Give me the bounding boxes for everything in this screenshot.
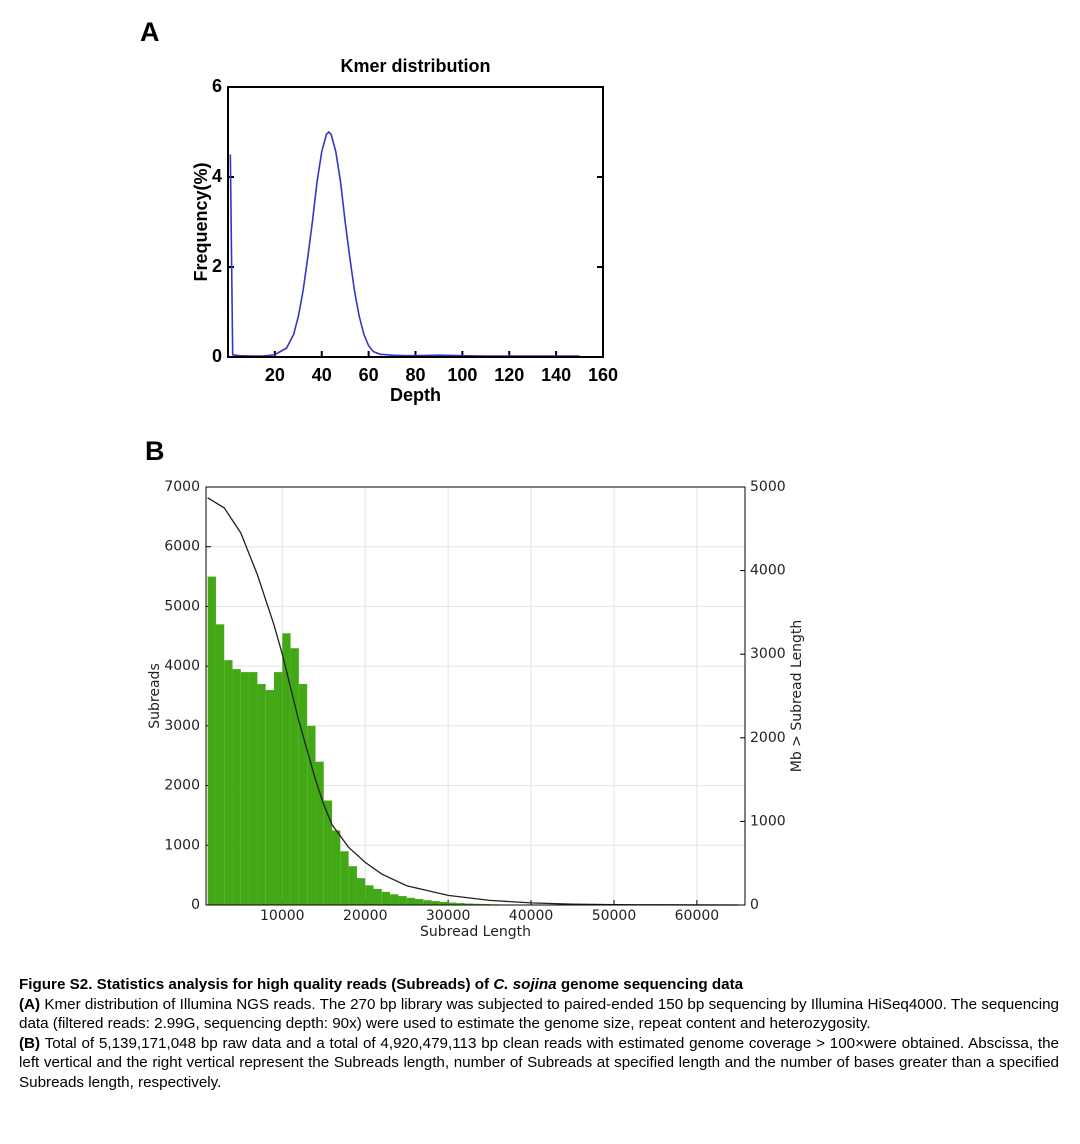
x-tick-label: 160 [588, 365, 618, 385]
panel-label: A [140, 17, 160, 47]
caption: Figure S2. Statistics analysis for high … [19, 975, 1059, 1092]
bar [340, 851, 349, 905]
species: C. sojina [493, 976, 557, 993]
y-tick-label: 2000 [164, 778, 200, 794]
data-line [207, 497, 739, 906]
x-tick-label: 60 [359, 365, 379, 385]
y-axis-label: Subreads [147, 663, 163, 728]
bar [249, 672, 258, 905]
y-tick-label: 6000 [164, 539, 200, 555]
caption-title-text: genome sequencing data [556, 976, 744, 993]
y2-tick-label: 1000 [750, 813, 786, 829]
bar [473, 903, 482, 905]
paragraph-label: (A) [19, 995, 41, 1013]
y-tick-label: 0 [212, 346, 222, 366]
caption-title: Figure S2. Statistics analysis for high … [19, 975, 1059, 995]
x-tick-label: 40 [312, 365, 332, 385]
paragraph-label: (B) [19, 1034, 41, 1052]
x-tick-label: 120 [494, 365, 524, 385]
y-tick-label: 3000 [164, 718, 200, 734]
bar [348, 866, 357, 905]
chart-title: Kmer distribution [340, 56, 490, 76]
bar [448, 902, 457, 905]
x-tick-label: 80 [405, 365, 425, 385]
bar [282, 633, 291, 905]
bar [390, 894, 399, 905]
bar [456, 903, 465, 905]
x-tick-label: 30000 [426, 908, 471, 924]
y-tick-label: 7000 [164, 479, 200, 495]
x-tick-label: 140 [541, 365, 571, 385]
y2-tick-label: 5000 [750, 479, 786, 495]
bar [365, 885, 374, 905]
plot-frame [227, 86, 604, 358]
data-line [229, 130, 580, 357]
x-tick-label: 20 [265, 365, 285, 385]
bar [398, 896, 407, 905]
bar [240, 672, 250, 905]
bar [332, 830, 341, 905]
bar [257, 684, 266, 905]
x-tick-label: 100 [447, 365, 477, 385]
caption-paragraph: (A) Kmer distribution of Illumina NGS re… [19, 995, 1059, 1034]
y2-tick-label: 0 [750, 897, 759, 913]
y2-axis-label: Mb > Subread Length [789, 620, 805, 773]
y-tick-label: 5000 [164, 598, 200, 614]
y2-tick-label: 3000 [750, 646, 786, 662]
bar [265, 690, 274, 905]
plot-frame [205, 486, 746, 906]
y2-tick-label: 4000 [750, 563, 786, 579]
y-tick-label: 0 [191, 897, 200, 913]
bar [381, 891, 391, 905]
paragraph-text: Total of 5,139,171,048 bp raw data and a… [19, 1034, 1059, 1091]
x-axis-label: Subread Length [420, 924, 531, 940]
y-tick-label: 1000 [164, 837, 200, 853]
y-tick-label: 4 [212, 166, 222, 186]
bar [215, 624, 225, 905]
bar [464, 903, 474, 905]
bar [439, 902, 449, 905]
x-tick-label: 50000 [592, 908, 637, 924]
x-axis-label: Depth [390, 385, 441, 405]
bar [373, 888, 382, 905]
panel-label: B [145, 436, 165, 466]
caption-title-text: Figure S2. Statistics analysis for high … [19, 976, 494, 993]
bar [232, 669, 241, 905]
bar [431, 901, 440, 905]
x-tick-label: 10000 [260, 908, 305, 924]
x-tick-label: 20000 [343, 908, 388, 924]
bar [298, 684, 308, 905]
bar [356, 878, 366, 905]
bar [414, 899, 424, 905]
bar [273, 672, 283, 905]
y-tick-label: 2 [212, 256, 222, 276]
paragraph-text: Kmer distribution of Illumina NGS reads.… [19, 995, 1059, 1033]
bar [406, 897, 415, 905]
x-tick-label: 40000 [509, 908, 554, 924]
y2-tick-label: 2000 [750, 730, 786, 746]
bar [423, 900, 432, 905]
x-tick-label: 60000 [675, 908, 720, 924]
caption-paragraph: (B) Total of 5,139,171,048 bp raw data a… [19, 1034, 1059, 1093]
bar [315, 761, 324, 905]
bar [323, 800, 333, 905]
bar [290, 648, 299, 905]
y-tick-label: 4000 [164, 658, 200, 674]
y-axis-label: Frequency(%) [191, 162, 211, 281]
y-tick-label: 6 [212, 76, 222, 96]
bar [207, 576, 216, 905]
bar [307, 725, 316, 905]
bar [224, 660, 233, 905]
